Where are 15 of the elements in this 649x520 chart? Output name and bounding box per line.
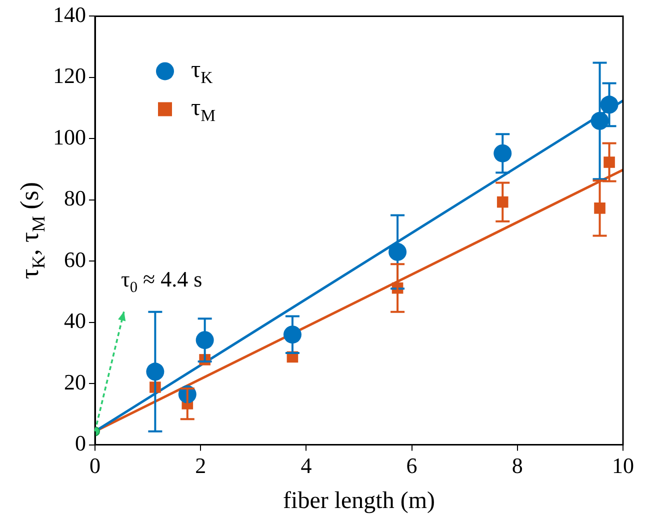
x-tick-label: 6: [406, 452, 418, 478]
y-tick-label: 100: [53, 124, 86, 150]
y-axis-title: τK, τM (s): [15, 182, 48, 280]
x-axis-title: fiber length (m): [283, 488, 435, 514]
x-tick-label: 4: [300, 452, 312, 478]
y-tick-label: 60: [64, 246, 86, 272]
y-tick-label: 80: [64, 186, 86, 211]
y-tick-label: 140: [53, 2, 86, 27]
y-tick-label: 40: [64, 308, 86, 334]
y-tick-label: 0: [75, 430, 86, 456]
x-tick-label: 10: [612, 452, 634, 478]
x-tick-label: 2: [195, 452, 206, 478]
y-tick-label: 20: [64, 369, 86, 394]
x-tick-label: 8: [512, 452, 523, 478]
y-tick-label: 120: [53, 63, 86, 88]
